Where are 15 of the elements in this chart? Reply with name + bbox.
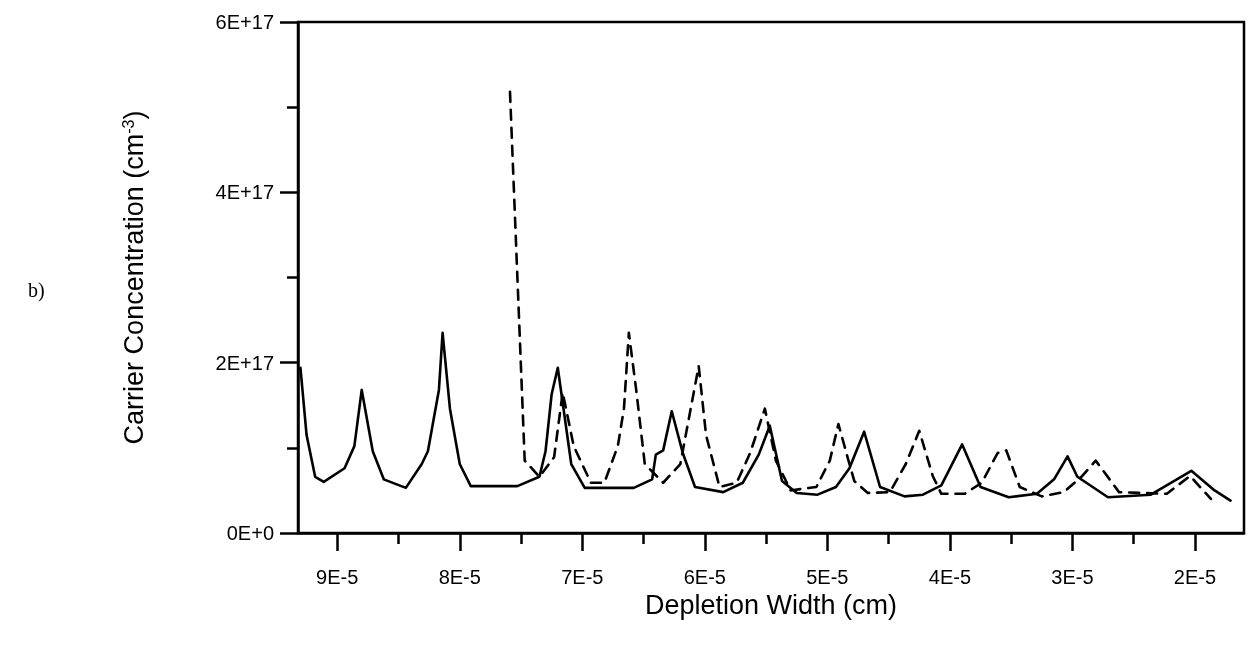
text: b) <box>28 279 45 302</box>
x-axis-title: Depletion Width (cm) <box>644 590 898 621</box>
x-tick-label: 7E-5 <box>561 566 604 588</box>
x-tick-label: 2E-5 <box>1173 566 1217 588</box>
x-tick-label: 3E-5 <box>1051 566 1094 588</box>
x-tick-label: 6E-5 <box>683 566 726 588</box>
y-axis-title: Carrier Concentration (cm-3) <box>119 110 149 445</box>
y-tick-label: 2E+17 <box>215 351 274 374</box>
x-tick-label: 9E-5 <box>316 566 359 588</box>
x-tick-label: 4E-5 <box>928 566 972 588</box>
y-tick-label: 0E+0 <box>226 522 274 544</box>
x-tick-label: 8E-5 <box>438 566 481 588</box>
y-tick-label: 4E+17 <box>215 181 274 204</box>
y-tick-label: 6E+17 <box>215 11 274 33</box>
x-tick-label: 5E-5 <box>806 566 849 588</box>
